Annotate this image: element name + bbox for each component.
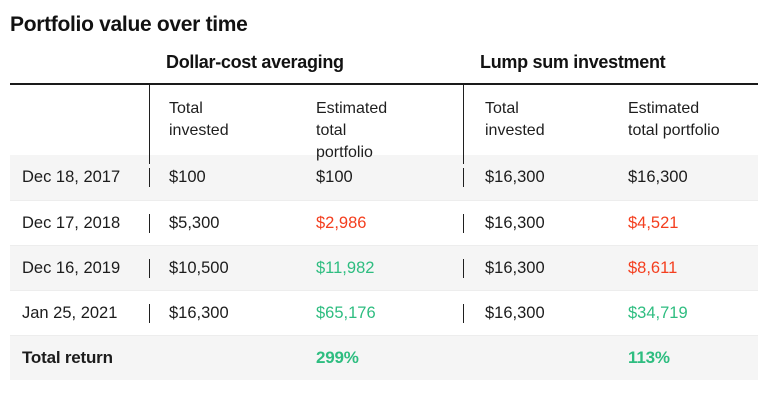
table-body: Dec 18, 2017 $100 $100 $16,300 $16,300 D… xyxy=(10,155,758,335)
row-cell: $8,611 xyxy=(628,258,678,277)
column-header-dca-estimated-portfolio: Estimated total portfolio xyxy=(316,100,388,162)
row-date: Dec 17, 2018 xyxy=(22,213,121,232)
row-cell: $5,300 xyxy=(149,213,297,233)
table-row: Dec 17, 2018 $5,300 $2,986 $16,300 $4,52… xyxy=(10,200,758,245)
table-row: Dec 16, 2019 $10,500 $11,982 $16,300 $8,… xyxy=(10,245,758,290)
column-header-date-spacer xyxy=(10,85,149,164)
table-row: Jan 25, 2021 $16,300 $65,176 $16,300 $34… xyxy=(10,290,758,335)
total-return-row: Total return 299% 113% xyxy=(10,335,758,380)
total-cell: 299% xyxy=(316,348,359,367)
portfolio-comparison-page: Portfolio value over time Dollar-cost av… xyxy=(0,13,766,415)
group-header-row: Dollar-cost averaging Lump sum investmen… xyxy=(10,37,758,85)
total-return-label: Total return xyxy=(22,348,113,367)
row-date: Dec 16, 2019 xyxy=(22,258,121,277)
column-header-row: Total invested Estimated total portfolio… xyxy=(10,85,758,165)
row-cell: $34,719 xyxy=(628,303,688,322)
column-header-lump-estimated-portfolio: Estimated total portfolio xyxy=(628,100,720,140)
row-date: Jan 25, 2021 xyxy=(22,303,118,322)
page-title: Portfolio value over time xyxy=(10,13,248,36)
column-header-dca-total-invested: Total invested xyxy=(149,85,259,165)
row-cell: $4,521 xyxy=(628,213,679,232)
row-cell: $16,300 xyxy=(463,213,618,233)
row-cell: $16,300 xyxy=(628,168,688,186)
row-cell: $100 xyxy=(149,168,297,187)
group-header-lump-sum-investment: Lump sum investment xyxy=(480,52,666,72)
row-cell: $16,300 xyxy=(463,258,618,278)
row-cell: $16,300 xyxy=(463,303,618,323)
row-cell: $2,986 xyxy=(316,213,367,232)
row-cell: $100 xyxy=(316,168,353,186)
group-header-spacer xyxy=(10,73,149,83)
total-cell: 113% xyxy=(628,348,670,367)
row-cell: $16,300 xyxy=(463,168,618,187)
row-cell: $65,176 xyxy=(316,303,376,322)
row-cell: $11,982 xyxy=(316,258,375,277)
table-row: Dec 18, 2017 $100 $100 $16,300 $16,300 xyxy=(10,155,758,200)
row-date: Dec 18, 2017 xyxy=(22,168,121,186)
portfolio-table: Dollar-cost averaging Lump sum investmen… xyxy=(10,37,758,380)
row-cell: $10,500 xyxy=(149,258,297,278)
column-header-lump-total-invested: Total invested xyxy=(463,85,573,165)
group-header-dollar-cost-averaging: Dollar-cost averaging xyxy=(166,52,344,72)
row-cell: $16,300 xyxy=(149,303,297,323)
